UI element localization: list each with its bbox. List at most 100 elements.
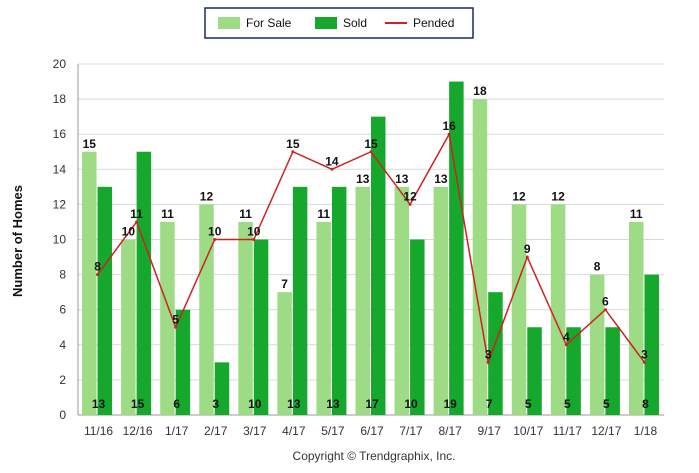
data-label-pended: 10 [247, 225, 261, 239]
x-tick-label: 11/17 [553, 424, 582, 438]
x-tick-label: 12/17 [591, 424, 621, 438]
bar-sold [527, 327, 542, 415]
bar-for-sale [511, 204, 527, 415]
bar-for-sale [355, 186, 370, 415]
y-tick-label: 16 [53, 127, 67, 141]
bar-sold [175, 309, 191, 415]
bar-sold [136, 151, 152, 415]
bar-for-sale [394, 186, 410, 415]
y-tick-label: 6 [59, 303, 66, 317]
data-label-sold: 13 [287, 397, 301, 411]
bar-for-sale [472, 99, 488, 415]
bar-for-sale [316, 221, 331, 415]
data-label-sold: 5 [603, 397, 610, 411]
data-label-pended: 12 [403, 189, 417, 203]
data-label-for-sale: 7 [281, 277, 288, 291]
pended-point [447, 132, 451, 136]
y-tick-label: 12 [53, 197, 67, 211]
x-tick-label: 12/16 [123, 424, 153, 438]
data-label-pended: 8 [94, 260, 101, 274]
y-tick-label: 10 [53, 233, 67, 247]
pended-point [213, 238, 217, 241]
bar-for-sale [238, 221, 253, 415]
bar-for-sale [628, 221, 644, 415]
data-label-for-sale: 11 [239, 207, 252, 221]
pended-point [369, 150, 373, 154]
legend-label: For Sale [246, 16, 292, 30]
data-label-sold: 19 [443, 397, 457, 411]
data-label-sold: 5 [525, 397, 532, 411]
data-label-sold: 6 [173, 397, 180, 411]
x-tick-label: 10/17 [513, 424, 543, 438]
bar-for-sale [550, 204, 566, 415]
data-label-sold: 15 [131, 397, 145, 411]
x-tick-label: 3/17 [243, 424, 267, 438]
bar-for-sale [277, 292, 292, 415]
data-label-sold: 7 [486, 397, 493, 411]
data-label-sold: 10 [404, 397, 418, 411]
data-label-sold: 8 [642, 397, 649, 411]
y-tick-label: 20 [53, 57, 67, 71]
pended-point [564, 343, 568, 347]
bar-for-sale [121, 239, 136, 415]
bar-sold [331, 186, 347, 415]
x-tick-label: 5/17 [321, 424, 345, 438]
x-tick-label: 1/17 [165, 424, 189, 438]
data-label-for-sale: 11 [161, 207, 174, 221]
pended-point [486, 360, 490, 364]
bar-for-sale [433, 186, 449, 415]
data-label-for-sale: 18 [473, 84, 487, 98]
data-label-pended: 3 [641, 347, 648, 361]
bar-for-sale [589, 274, 605, 415]
data-label-pended: 6 [602, 295, 609, 309]
data-label-pended: 15 [364, 137, 378, 151]
bar-sold [644, 274, 659, 415]
y-tick-label: 2 [59, 373, 66, 387]
data-label-for-sale: 15 [83, 137, 97, 151]
bar-sold [371, 116, 386, 416]
x-tick-label: 4/17 [282, 424, 306, 438]
data-label-sold: 17 [365, 397, 379, 411]
y-tick-label: 18 [53, 92, 67, 106]
bar-sold [253, 239, 269, 415]
data-label-for-sale: 12 [512, 189, 526, 203]
bar-sold [566, 327, 581, 415]
x-tick-label: 8/17 [438, 424, 462, 438]
x-tick-label: 7/17 [399, 424, 423, 438]
data-label-pended: 5 [172, 312, 179, 326]
data-label-sold: 13 [326, 397, 340, 411]
pended-point [642, 360, 646, 364]
legend-swatch [218, 17, 240, 29]
bar-sold [605, 327, 620, 415]
data-label-pended: 15 [286, 137, 300, 151]
y-axis-label: Number of Homes [10, 185, 25, 297]
pended-line-group [96, 131, 646, 366]
legend: For Sale Sold Pended [218, 16, 454, 30]
x-axis: 11/16 12/16 1/17 2/17 3/17 4/17 5/17 6/17 7/17 8/… [84, 424, 658, 438]
x-tick-label: 9/17 [478, 424, 502, 438]
legend-box [204, 7, 474, 39]
bar-sold [488, 292, 503, 415]
legend-swatch [315, 17, 337, 29]
x-tick-label: 1/18 [634, 424, 658, 438]
data-label-for-sale: 12 [200, 189, 214, 203]
data-label-for-sale: 10 [122, 225, 136, 239]
pended-point [252, 238, 256, 241]
data-label-pended: 3 [485, 347, 492, 361]
x-tick-label: 6/17 [360, 424, 384, 438]
pended-point [408, 202, 412, 206]
bar-sold [97, 186, 113, 415]
y-tick-label: 8 [59, 268, 66, 282]
data-label-sold: 10 [248, 397, 262, 411]
data-label-sold: 13 [92, 397, 106, 411]
legend-label: Pended [413, 16, 454, 30]
bar-for-sale [82, 151, 97, 415]
pended-point [291, 150, 295, 154]
data-label-pended: 16 [442, 119, 456, 133]
x-tick-label: 2/17 [204, 424, 228, 438]
pended-point [135, 220, 139, 224]
pended-point [330, 167, 334, 171]
data-label-for-sale: 11 [630, 207, 643, 221]
data-label-for-sale: 13 [356, 172, 370, 186]
